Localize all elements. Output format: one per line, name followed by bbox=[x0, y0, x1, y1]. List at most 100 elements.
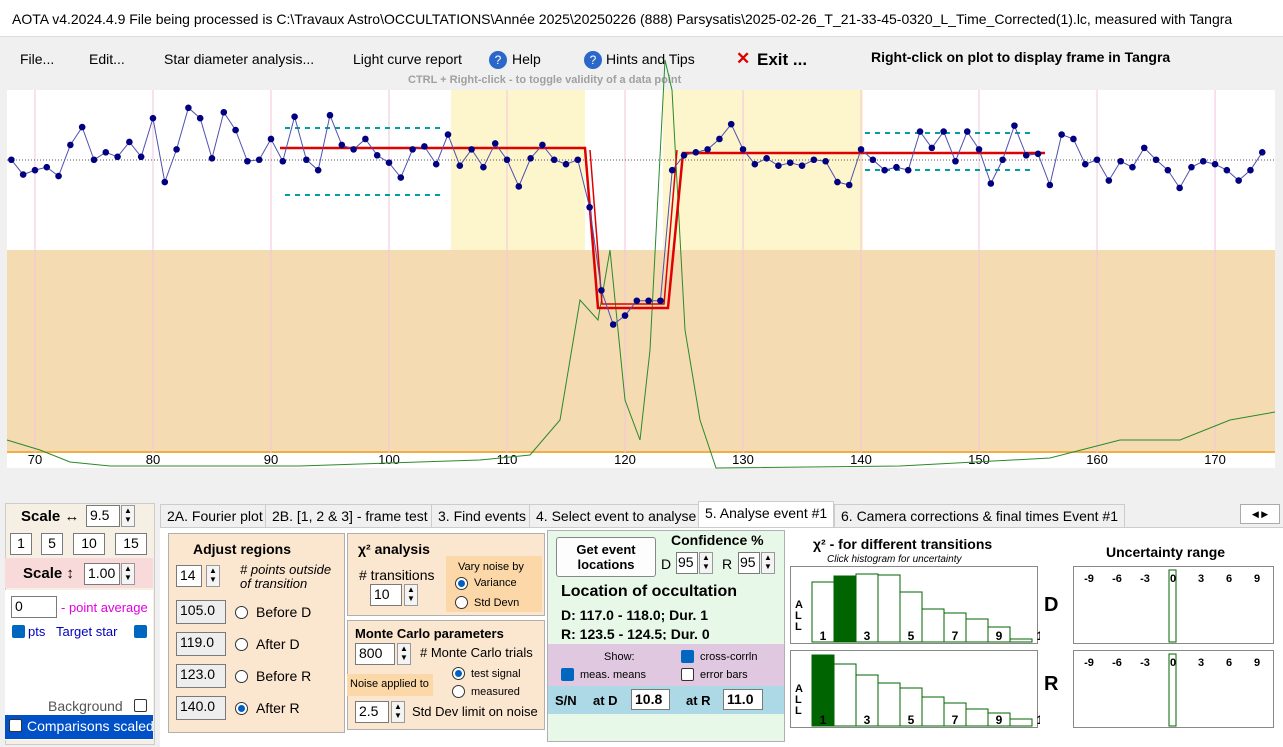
uncertainty-title: Uncertainty range bbox=[1106, 544, 1226, 560]
vary-label: Vary noise by bbox=[458, 561, 524, 573]
window-title: AOTA v4.2024.4.9 File being processed is… bbox=[12, 11, 1233, 27]
points-input[interactable]: 14 bbox=[176, 565, 202, 587]
data-point bbox=[574, 156, 582, 164]
data-point bbox=[834, 178, 841, 186]
region-highlight bbox=[663, 90, 863, 250]
data-point bbox=[1022, 152, 1030, 159]
get-events-button[interactable]: Get event locations bbox=[556, 537, 656, 577]
data-point bbox=[999, 156, 1006, 164]
data-point bbox=[255, 156, 263, 164]
x-tick-label: 80 bbox=[146, 452, 160, 467]
data-point bbox=[8, 156, 15, 164]
checkbox[interactable] bbox=[681, 650, 694, 663]
scale-v-input[interactable]: 1.00 bbox=[84, 563, 120, 585]
data-point bbox=[975, 146, 983, 153]
comparisons-label: Comparisons scaled bbox=[27, 718, 154, 734]
transitions-input[interactable]: 10 bbox=[370, 584, 402, 606]
radio[interactable] bbox=[452, 667, 465, 680]
spinner[interactable]: ▲ ▼ bbox=[206, 565, 220, 587]
tab-active[interactable]: 5. Analyse event #1 bbox=[698, 501, 835, 527]
chi2-histograms[interactable]: ALL1357911ALL1357911 bbox=[790, 566, 1040, 728]
data-point bbox=[373, 152, 381, 159]
tab[interactable]: 6. Camera corrections & final times Even… bbox=[834, 504, 1126, 527]
spinner[interactable]: ▲ ▼ bbox=[404, 584, 418, 606]
checkbox[interactable] bbox=[134, 625, 147, 638]
radio[interactable] bbox=[235, 638, 248, 651]
scale-button[interactable]: 5 bbox=[41, 533, 63, 555]
data-point bbox=[185, 104, 192, 112]
uncertainty-tick: -3 bbox=[1140, 573, 1150, 585]
data-point bbox=[503, 156, 511, 164]
spinner[interactable]: ▲ ▼ bbox=[761, 552, 775, 574]
data-point bbox=[126, 138, 133, 146]
tab-scroll[interactable]: ◀ ▶ bbox=[1240, 504, 1280, 524]
radio[interactable] bbox=[235, 670, 248, 683]
scale-button[interactable]: 15 bbox=[115, 533, 147, 555]
menu-item[interactable]: Edit... bbox=[89, 51, 125, 67]
spinner[interactable]: ▲ ▼ bbox=[121, 505, 135, 527]
point-average-select[interactable]: 0 bbox=[11, 596, 57, 618]
data-point bbox=[208, 154, 216, 162]
radio[interactable] bbox=[452, 685, 465, 698]
confidence-label: Confidence % bbox=[671, 532, 764, 548]
points-label: # points outside of transition bbox=[240, 562, 332, 591]
sd-input[interactable]: 2.5 bbox=[355, 701, 389, 723]
scale-h-input[interactable]: 9.5 bbox=[86, 505, 120, 527]
checkbox[interactable] bbox=[561, 668, 574, 681]
sd-label: Std Dev limit on noise bbox=[412, 704, 538, 719]
transitions-label: # transitions bbox=[359, 567, 435, 583]
data-point bbox=[1011, 122, 1018, 129]
x-tick-label: 140 bbox=[850, 452, 872, 467]
data-point bbox=[1258, 149, 1266, 156]
bin-label: 1 bbox=[820, 629, 827, 643]
menu-item[interactable]: File... bbox=[20, 51, 55, 67]
light-curve-plot[interactable]: 70 80 90 100 110 120 130 140 150 160 170 bbox=[0, 0, 1283, 470]
data-point bbox=[716, 135, 723, 143]
x-tick-label: 150 bbox=[968, 452, 990, 467]
scale-button[interactable]: 1 bbox=[10, 533, 32, 555]
noise-label: Noise applied to bbox=[350, 678, 429, 690]
checkbox[interactable] bbox=[681, 668, 694, 681]
menu-item[interactable]: Exit ... bbox=[757, 50, 808, 69]
tab[interactable]: 3. Find events bbox=[431, 504, 533, 527]
histogram-title: χ² - for different transitions bbox=[813, 536, 993, 552]
tab[interactable]: 2A. Fourier plot bbox=[160, 504, 270, 527]
data-point bbox=[692, 149, 700, 156]
spinner[interactable]: ▲ ▼ bbox=[391, 701, 405, 723]
radio[interactable] bbox=[455, 596, 468, 609]
d-confidence[interactable]: 95 bbox=[676, 552, 698, 574]
show-band bbox=[548, 644, 784, 686]
data-point bbox=[550, 156, 558, 164]
point-average-label: - point average bbox=[61, 600, 148, 615]
tab[interactable]: 2B. [1, 2 & 3] - frame test bbox=[265, 504, 435, 527]
model-fit-bounds bbox=[589, 149, 678, 305]
data-point bbox=[1034, 150, 1042, 158]
scale-button[interactable]: 10 bbox=[73, 533, 105, 555]
spinner[interactable]: ▲ ▼ bbox=[397, 643, 411, 665]
region-highlight bbox=[451, 90, 585, 250]
spinner[interactable]: ▲ ▼ bbox=[699, 552, 713, 574]
r-confidence[interactable]: 95 bbox=[738, 552, 760, 574]
menu-item[interactable]: Star diameter analysis... bbox=[164, 51, 315, 67]
data-point bbox=[609, 321, 617, 328]
radio[interactable] bbox=[455, 577, 468, 590]
checkbox[interactable] bbox=[134, 699, 147, 712]
data-point bbox=[1223, 166, 1231, 174]
data-point bbox=[1129, 163, 1136, 171]
menu-item[interactable]: Hints and Tips bbox=[606, 51, 695, 67]
exit-icon: ✕ bbox=[736, 49, 751, 68]
checkbox[interactable] bbox=[9, 719, 22, 732]
x-tick-label: 120 bbox=[614, 452, 636, 467]
uncertainty-tick: -6 bbox=[1112, 657, 1122, 669]
radio[interactable] bbox=[235, 702, 248, 715]
data-point bbox=[173, 146, 180, 153]
menu-item[interactable]: Light curve report bbox=[353, 51, 462, 67]
data-point bbox=[338, 141, 346, 149]
checkbox[interactable] bbox=[12, 625, 25, 638]
spinner[interactable]: ▲ ▼ bbox=[121, 563, 135, 585]
menu-item[interactable]: Help bbox=[512, 51, 541, 67]
tab[interactable]: 4. Select event to analyse bbox=[529, 504, 704, 527]
trials-input[interactable]: 800 bbox=[355, 643, 395, 665]
radio[interactable] bbox=[235, 606, 248, 619]
data-point bbox=[1046, 181, 1054, 189]
